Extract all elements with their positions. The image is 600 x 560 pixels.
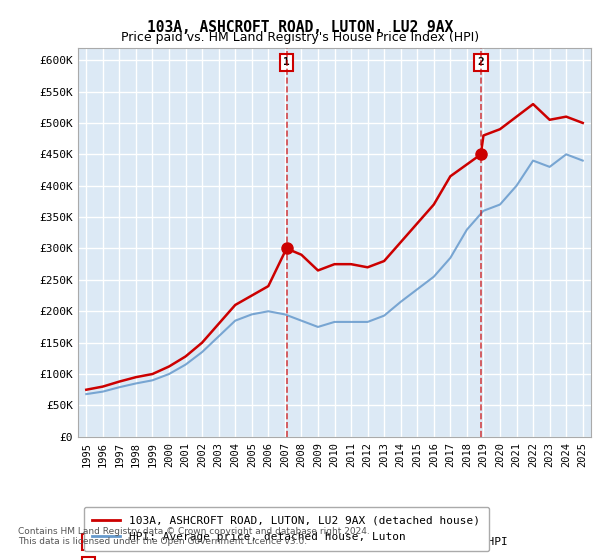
Text: Contains HM Land Registry data © Crown copyright and database right 2024.
This d: Contains HM Land Registry data © Crown c…: [18, 526, 370, 546]
Legend: 103A, ASHCROFT ROAD, LUTON, LU2 9AX (detached house), HPI: Average price, detach: 103A, ASHCROFT ROAD, LUTON, LU2 9AX (det…: [83, 507, 489, 551]
Text: 1: 1: [283, 57, 290, 67]
Text: £300,000: £300,000: [319, 537, 373, 547]
Text: 21% ↑ HPI: 21% ↑ HPI: [448, 537, 508, 547]
Text: Price paid vs. HM Land Registry's House Price Index (HPI): Price paid vs. HM Land Registry's House …: [121, 31, 479, 44]
Text: 2: 2: [478, 57, 484, 67]
Text: 103A, ASHCROFT ROAD, LUTON, LU2 9AX: 103A, ASHCROFT ROAD, LUTON, LU2 9AX: [147, 20, 453, 35]
Text: 09-FEB-2007: 09-FEB-2007: [140, 537, 214, 547]
Text: 1: 1: [85, 537, 92, 547]
